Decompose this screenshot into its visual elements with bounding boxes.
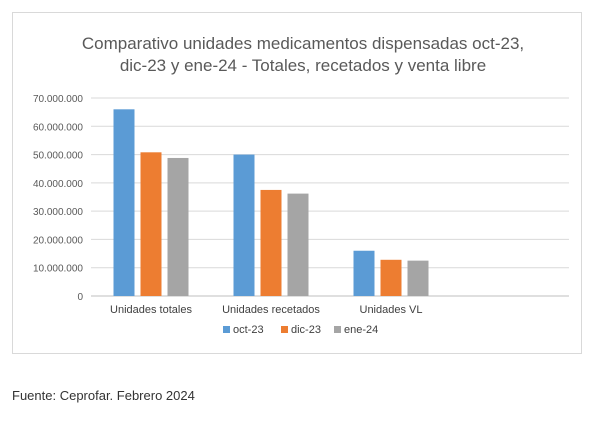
chart-frame: Comparativo unidades medicamentos dispen… — [12, 12, 582, 354]
category-label: Unidades VL — [360, 304, 423, 316]
bar-dic-23 — [260, 189, 282, 296]
bar-oct-23 — [113, 109, 135, 296]
legend-swatch-dic-23 — [281, 326, 288, 333]
y-tick-label: 60.000.000 — [33, 122, 83, 133]
y-tick-label: 70.000.000 — [33, 94, 83, 105]
chart-title: Comparativo unidades medicamentos dispen… — [53, 33, 553, 77]
y-tick-label: 20.000.000 — [33, 235, 83, 246]
source-note: Fuente: Ceprofar. Febrero 2024 — [12, 388, 195, 403]
bar-dic-23 — [380, 259, 402, 296]
legend: oct-23 dic-23 ene-24 — [223, 324, 378, 336]
chart-title-line-2: dic-23 y ene-24 - Totales, recetados y v… — [119, 56, 487, 75]
grid-lines — [91, 97, 569, 297]
bar-ene-24 — [407, 260, 429, 296]
chart-title-line-1: Comparativo unidades medicamentos dispen… — [81, 34, 525, 53]
bar-oct-23 — [233, 154, 255, 296]
legend-label-oct-23: oct-23 — [233, 324, 264, 336]
legend-swatch-ene-24 — [334, 326, 341, 333]
x-axis-categories: Unidades totales Unidades recetados Unidad… — [110, 304, 422, 316]
legend-label-dic-23: dic-23 — [291, 324, 321, 336]
category-label: Unidades totales — [110, 304, 192, 316]
category-label: Unidades recetados — [222, 304, 320, 316]
bars — [113, 109, 429, 296]
legend-label-ene-24: ene-24 — [344, 324, 378, 336]
y-tick-label: 40.000.000 — [33, 179, 83, 190]
bar-chart: 0 10.000.000 20.000.000 30.000.000 40.000.00… — [33, 94, 569, 336]
bar-ene-24 — [287, 193, 309, 296]
y-tick-label: 0 — [77, 292, 83, 303]
bar-oct-23 — [353, 250, 375, 296]
y-tick-label: 10.000.000 — [33, 264, 83, 275]
y-tick-label: 30.000.000 — [33, 207, 83, 218]
legend-swatch-oct-23 — [223, 326, 230, 333]
y-axis-ticks: 0 10.000.000 20.000.000 30.000.000 40.000.00… — [33, 94, 84, 303]
y-tick-label: 50.000.000 — [33, 151, 83, 162]
bar-ene-24 — [167, 157, 189, 296]
bar-dic-23 — [140, 152, 162, 296]
